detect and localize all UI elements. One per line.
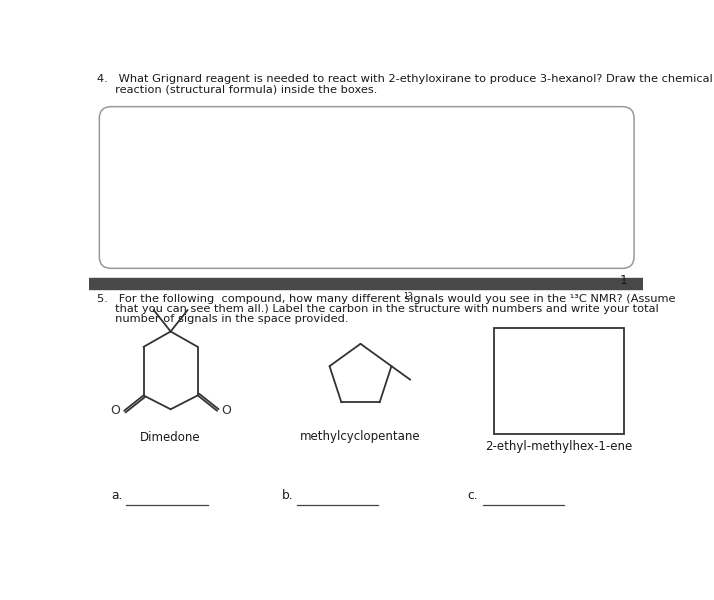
Text: b.: b. — [281, 490, 293, 502]
Text: 1: 1 — [619, 274, 627, 287]
Text: O: O — [221, 404, 231, 416]
Text: Dimedone: Dimedone — [141, 431, 201, 444]
Text: 13: 13 — [403, 292, 413, 301]
Text: methylcyclopentane: methylcyclopentane — [300, 430, 421, 443]
Text: number of signals in the space provided.: number of signals in the space provided. — [97, 314, 348, 324]
Bar — [494, 328, 624, 434]
Text: reaction (structural formula) inside the boxes.: reaction (structural formula) inside the… — [97, 85, 378, 94]
FancyBboxPatch shape — [99, 107, 634, 268]
Text: that you can see them all.) Label the carbon in the structure with numbers and w: that you can see them all.) Label the ca… — [97, 304, 659, 314]
Text: 4.   What Grignard reagent is needed to react with 2-ethyloxirane to produce 3-h: 4. What Grignard reagent is needed to re… — [97, 74, 713, 85]
Text: c.: c. — [468, 490, 478, 502]
Text: a.: a. — [111, 490, 122, 502]
Bar — [89, 278, 643, 289]
Text: O: O — [111, 404, 120, 416]
Text: 5.   For the following  compound, how many different signals would you see in th: 5. For the following compound, how many … — [97, 294, 675, 304]
Text: 2-ethyl-methylhex-1-ene: 2-ethyl-methylhex-1-ene — [486, 440, 633, 453]
